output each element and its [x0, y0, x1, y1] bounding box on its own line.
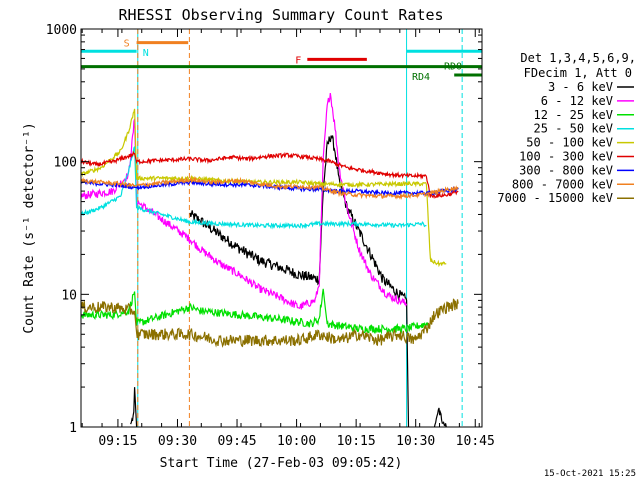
series-line — [433, 407, 447, 428]
series-line — [80, 178, 459, 197]
y-tick-label: 100 — [54, 156, 77, 171]
x-tick-label: 10:00 — [277, 434, 316, 449]
legend-entry-label: 3 - 6 keV — [548, 80, 613, 94]
flag-layer: S N F RD0 RD4 — [81, 29, 482, 427]
legend-entry-label: 800 - 7000 keV — [512, 177, 613, 191]
y-tick-label: 1000 — [46, 23, 77, 38]
legend-entry-label: 7000 - 15000 keV — [497, 191, 613, 205]
axes-layer: 1 10 100 1000 09:15 09:30 09:45 10:00 10:15 10:30… — [46, 23, 495, 449]
legend: Det 1,3,4,5,6,9, FDecim 1, Att 0 3 - 6 k… — [497, 51, 636, 205]
x-axis-label: Start Time (27-Feb-03 09:05:42) — [160, 456, 403, 471]
flag-label: RD0 — [444, 62, 462, 73]
legend-header-line-1: Det 1,3,4,5,6,9, — [520, 51, 636, 65]
flag-label: S — [124, 39, 130, 50]
series-line — [80, 298, 459, 348]
legend-entry-label: 50 - 100 keV — [526, 136, 613, 150]
legend-entry-label: 25 - 50 keV — [534, 122, 613, 136]
series-layer — [80, 93, 459, 428]
chart-title: RHESSI Observing Summary Count Rates — [118, 6, 443, 24]
series-line — [130, 387, 138, 428]
legend-entry-label: 300 - 800 keV — [519, 163, 613, 177]
y-axis-label: Count Rate (s⁻¹ detector⁻¹) — [22, 122, 37, 333]
legend-entry-label: 100 - 300 keV — [519, 150, 613, 164]
x-tick-label: 10:15 — [337, 434, 376, 449]
series-line — [80, 288, 431, 335]
flag-label: F — [295, 55, 301, 66]
x-tick-label: 09:30 — [158, 434, 197, 449]
x-tick-label: 10:30 — [396, 434, 435, 449]
plot-frame — [80, 28, 483, 428]
y-tick-label: 10 — [61, 288, 77, 303]
legend-header-line-2: FDecim 1, Att 0 — [524, 66, 632, 80]
series-line — [189, 135, 410, 428]
legend-entry-label: 6 - 12 keV — [541, 94, 613, 108]
series-line — [80, 146, 427, 230]
x-tick-label: 09:45 — [217, 434, 256, 449]
x-tick-label: 09:15 — [98, 434, 137, 449]
flag-label: N — [143, 48, 149, 59]
flag-label: RD4 — [412, 72, 430, 83]
y-tick-label: 1 — [69, 421, 77, 436]
legend-entry-label: 12 - 25 keV — [534, 108, 613, 122]
series-line — [80, 150, 459, 199]
series-line — [80, 175, 459, 200]
x-tick-label: 10:45 — [456, 434, 495, 449]
footer-timestamp: 15-Oct-2021 15:25 — [544, 469, 636, 479]
